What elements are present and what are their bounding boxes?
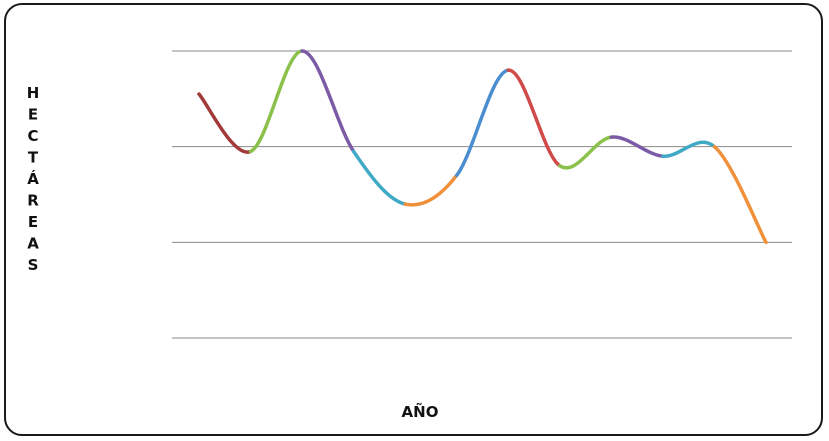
series-segment xyxy=(712,144,768,245)
y-axis-label-letter: Á xyxy=(27,169,39,188)
gridlines xyxy=(172,50,792,339)
series-line xyxy=(197,49,768,245)
y-axis-label-letter: A xyxy=(27,235,39,253)
series-segment xyxy=(351,149,407,206)
y-axis-label-letter: E xyxy=(28,106,38,124)
series-segment xyxy=(197,92,253,154)
series-segment xyxy=(454,68,511,178)
series-segment xyxy=(248,49,304,154)
y-axis-label-letter: C xyxy=(27,127,38,145)
series-segment xyxy=(661,140,717,158)
chart-frame xyxy=(4,3,823,436)
y-axis-label-letter: S xyxy=(28,256,39,274)
series-segment xyxy=(558,135,614,170)
y-axis-label-letter: T xyxy=(28,149,39,167)
series-segment xyxy=(300,49,356,154)
x-axis-label: AÑO xyxy=(402,402,439,421)
y-axis-label-letter: E xyxy=(28,213,38,231)
series-segment xyxy=(506,68,562,168)
series-segment xyxy=(609,135,665,158)
y-axis-label-letter: R xyxy=(27,192,39,210)
series-segment xyxy=(403,173,459,207)
y-axis-label-letter: H xyxy=(27,84,40,102)
